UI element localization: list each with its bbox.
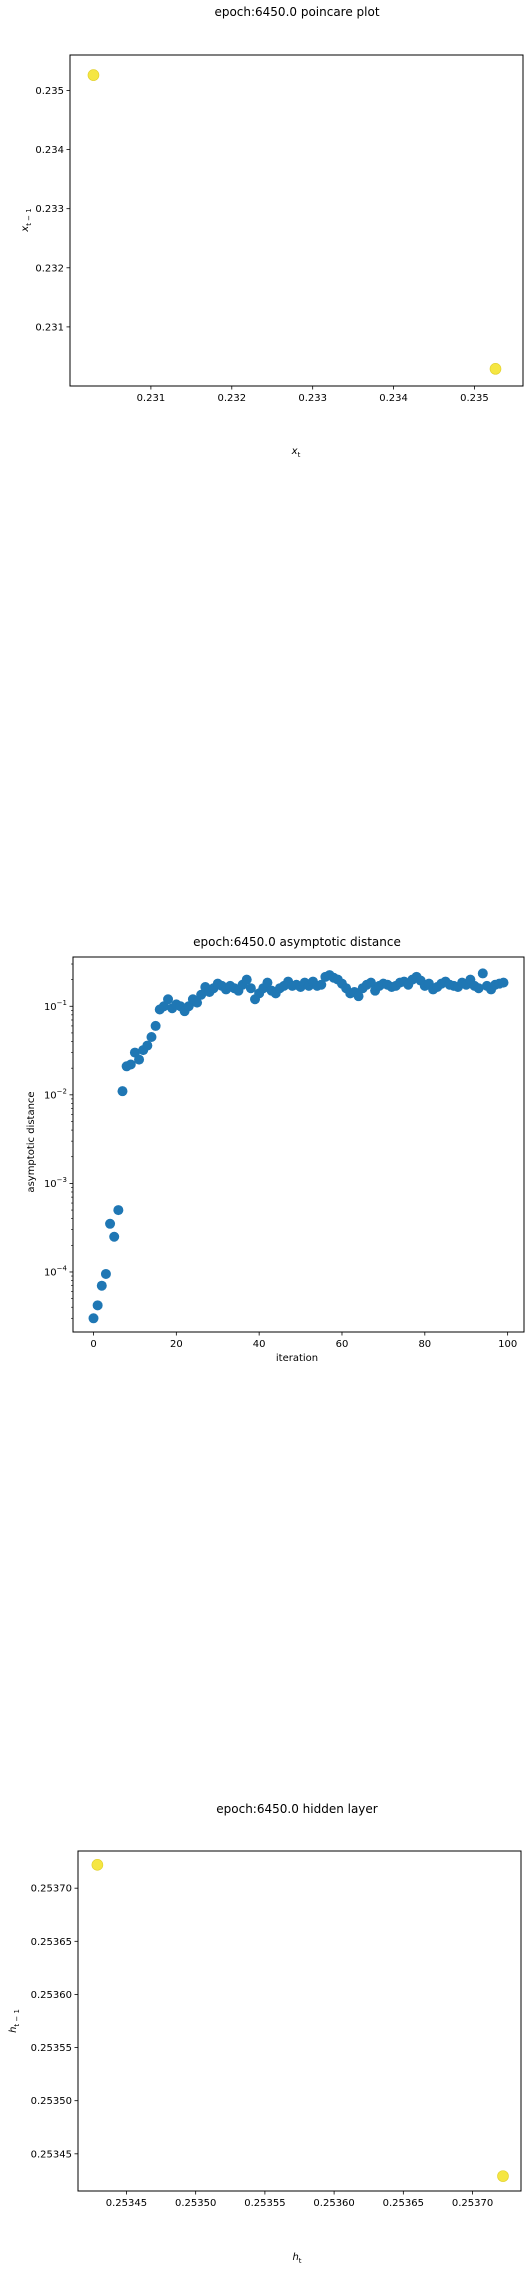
y-tick-label: 0.25360 bbox=[31, 1990, 72, 2001]
y-tick-label: 0.25355 bbox=[31, 2043, 72, 2054]
asymptotic-distance-ylabel: asymptotic distance bbox=[26, 1091, 37, 1192]
x-tick-label: 0 bbox=[90, 1339, 96, 1350]
x-tick-label: 0.234 bbox=[379, 393, 408, 404]
data-point bbox=[92, 1859, 103, 1870]
poincare-plot-frame bbox=[70, 55, 523, 386]
x-tick-label: 80 bbox=[418, 1339, 431, 1350]
data-point bbox=[88, 70, 99, 81]
x-tick-label: 0.25360 bbox=[313, 2198, 354, 2209]
asymptotic-distance-frame bbox=[73, 957, 524, 1332]
data-point bbox=[117, 1086, 127, 1096]
y-tick-label: 0.25350 bbox=[31, 2096, 72, 2107]
y-tick-label: 0.233 bbox=[35, 204, 64, 215]
y-tick-label: 0.25370 bbox=[31, 1884, 72, 1895]
hidden-layer-chart: epoch:6450.0 hidden layer 0.25345 0.25350… bbox=[0, 1795, 526, 2275]
x-tick-label: 0.25345 bbox=[106, 2198, 147, 2209]
y-tick-label: 10−4 bbox=[44, 1264, 68, 1278]
x-tick-label: 0.233 bbox=[298, 393, 327, 404]
poincare-plot-chart: epoch:6450.0 poincare plot 0.231 0.232 0.2… bbox=[0, 0, 526, 480]
x-tick-label: 20 bbox=[170, 1339, 183, 1350]
poincare-plot-title: epoch:6450.0 poincare plot bbox=[214, 5, 379, 19]
hidden-layer-frame bbox=[78, 1851, 521, 2191]
y-tick-label: 10−3 bbox=[44, 1176, 67, 1190]
y-tick-label: 10−2 bbox=[44, 1087, 67, 1101]
x-tick-label: 60 bbox=[336, 1339, 349, 1350]
x-tick-label: 0.232 bbox=[217, 393, 246, 404]
data-point bbox=[113, 1205, 123, 1215]
data-point bbox=[89, 1313, 99, 1323]
poincare-plot-xlabel: xt bbox=[291, 446, 301, 459]
x-tick-label: 100 bbox=[498, 1339, 517, 1350]
data-point bbox=[101, 1269, 111, 1279]
data-point bbox=[499, 978, 509, 988]
data-point bbox=[134, 1055, 144, 1065]
y-tick-label: 0.231 bbox=[35, 322, 64, 333]
data-point bbox=[478, 968, 488, 978]
hidden-layer-ylabel: ht − 1 bbox=[8, 2009, 21, 2033]
data-point bbox=[105, 1219, 115, 1229]
x-tick-label: 40 bbox=[253, 1339, 266, 1350]
hidden-layer-xlabel: ht bbox=[292, 2252, 301, 2265]
x-tick-label: 0.25355 bbox=[244, 2198, 285, 2209]
data-point bbox=[246, 983, 256, 993]
data-point bbox=[142, 1041, 152, 1051]
y-tick-label: 10−1 bbox=[44, 999, 67, 1013]
data-point bbox=[146, 1032, 156, 1042]
x-tick-label: 0.231 bbox=[137, 393, 166, 404]
hidden-layer-title: epoch:6450.0 hidden layer bbox=[216, 1802, 378, 1816]
y-tick-label: 0.234 bbox=[35, 145, 64, 156]
y-tick-label: 0.25345 bbox=[31, 2149, 72, 2160]
data-point bbox=[490, 363, 501, 374]
data-point bbox=[97, 1281, 107, 1291]
poincare-plot-ylabel: xt − 1 bbox=[20, 208, 33, 232]
asymptotic-distance-xlabel: iteration bbox=[276, 1353, 318, 1364]
data-point bbox=[151, 1021, 161, 1031]
x-tick-label: 0.25365 bbox=[383, 2198, 424, 2209]
y-tick-label: 0.235 bbox=[35, 86, 64, 97]
x-tick-label: 0.25370 bbox=[452, 2198, 493, 2209]
data-point bbox=[109, 1232, 119, 1242]
data-point bbox=[242, 975, 252, 985]
x-tick-label: 0.235 bbox=[460, 393, 489, 404]
x-tick-label: 0.25350 bbox=[175, 2198, 216, 2209]
data-point bbox=[93, 1300, 103, 1310]
data-point bbox=[163, 994, 173, 1004]
data-point bbox=[498, 2171, 509, 2182]
y-tick-label: 0.25365 bbox=[31, 1937, 72, 1948]
asymptotic-distance-title: epoch:6450.0 asymptotic distance bbox=[193, 935, 401, 949]
y-tick-label: 0.232 bbox=[35, 263, 64, 274]
asymptotic-distance-chart: epoch:6450.0 asymptotic distance 0 20 40 60… bbox=[0, 930, 526, 1370]
